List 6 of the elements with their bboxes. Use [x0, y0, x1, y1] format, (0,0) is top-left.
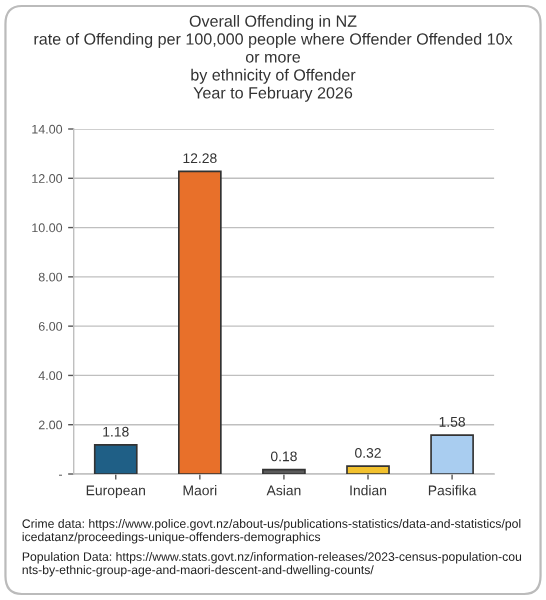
bar	[177, 170, 222, 474]
bar	[346, 465, 390, 474]
bar	[93, 444, 138, 474]
bar	[262, 468, 306, 474]
bar	[430, 434, 474, 474]
chart-title: Overall Offending in NZ rate of Offending per 100,000 people where Offender Offended 10x or more by ethnicity of Offender Year to February 2026	[34, 15, 513, 102]
